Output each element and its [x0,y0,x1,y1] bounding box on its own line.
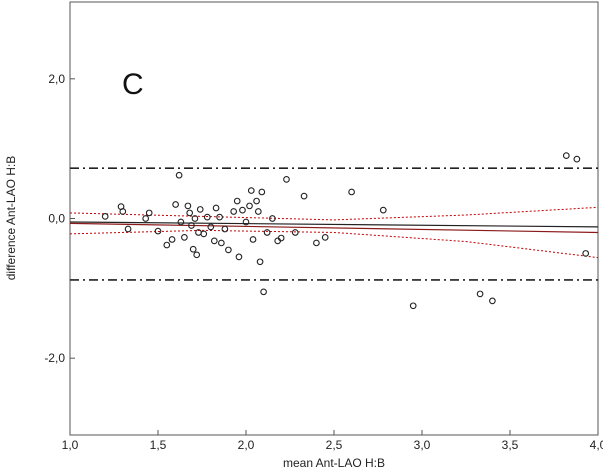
data-point [221,225,229,233]
data-point [203,213,211,221]
data-point [175,171,183,179]
data-point [225,246,232,254]
data-point [168,236,176,243]
data-point [124,225,132,233]
data-point [177,218,185,226]
data-point [233,197,241,205]
data-point [207,223,215,231]
data-point [189,245,197,253]
data-point [193,251,201,259]
data-point [300,192,308,200]
x-axis-label: mean Ant-LAO H:B [283,456,385,470]
x-tick-label: 4,0 [590,438,603,452]
data-point [186,209,194,217]
data-point [321,234,329,241]
x-tick-label: 2,5 [326,438,343,452]
bias-line [69,221,599,228]
y-tick-label: -2,0 [44,351,65,365]
data-point [246,202,253,210]
x-tick-label: 3,0 [414,438,431,452]
data-point [277,234,285,242]
data-point [210,237,218,245]
x-tick-label: 3,5 [502,438,519,452]
y-tick-label: 0,0 [48,212,65,226]
data-point [476,290,484,298]
data-point [573,155,581,163]
data-point [212,204,220,212]
x-tick-label: 1,5 [150,438,167,452]
data-point [163,241,171,249]
data-point [409,302,417,310]
data-point [142,215,150,222]
data-point [263,229,271,236]
data-point [196,206,204,213]
data-point [235,253,243,261]
data-point [249,236,257,243]
data-point [260,288,267,296]
data-point [313,239,320,247]
data-point [258,188,266,196]
data-point [291,229,299,236]
data-point [188,222,195,229]
data-point [562,152,570,159]
data-point [283,176,290,183]
data-point [119,208,127,215]
data-point [181,234,188,241]
regression-line [69,222,599,234]
data-point [184,202,192,210]
data-point [145,209,153,217]
data-point [582,250,590,257]
data-point [247,187,255,194]
data-point [154,227,162,235]
data-point [216,213,223,221]
y-axis-label: difference Ant-LAO H:B [4,156,18,281]
data-point [269,215,276,222]
x-tick-label: 2,0 [238,438,255,452]
data-point [218,239,225,247]
data-point [172,201,179,208]
data-point [230,208,238,215]
ci-lower-line [69,229,599,259]
data-point [379,206,387,214]
data-point [489,297,496,305]
x-tick-label: 1,0 [62,438,79,452]
ci-upper-line [69,206,599,221]
plot-frame [69,1,599,436]
data-point [191,215,199,222]
data-point [256,258,264,266]
data-point [348,188,355,196]
panel-label: C [122,68,144,101]
data-point [101,213,109,220]
data-point [200,230,208,238]
data-point [242,218,250,226]
data-point [253,197,260,205]
data-point [254,208,262,215]
y-tick-label: 2,0 [48,72,65,86]
data-point [239,206,246,214]
